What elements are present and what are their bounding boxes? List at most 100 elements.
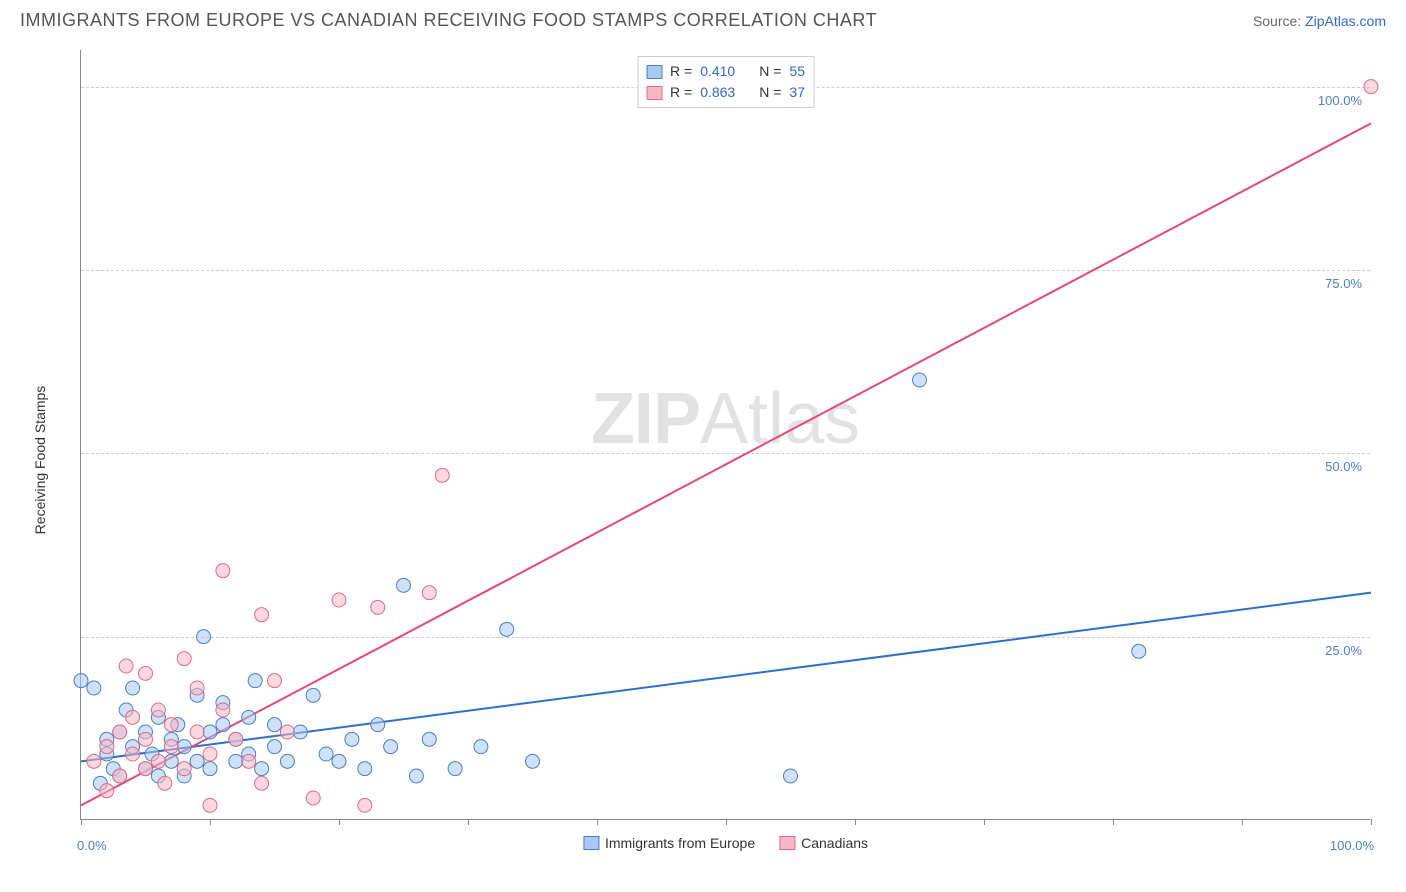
point-canada bbox=[100, 740, 114, 754]
legend-label: Immigrants from Europe bbox=[605, 835, 755, 851]
chart-title: IMMIGRANTS FROM EUROPE VS CANADIAN RECEI… bbox=[20, 10, 877, 31]
x-tick bbox=[1242, 819, 1243, 825]
point-canada bbox=[100, 784, 114, 798]
swatch-icon bbox=[646, 86, 662, 100]
point-canada bbox=[435, 468, 449, 482]
point-europe bbox=[177, 740, 191, 754]
point-europe bbox=[293, 725, 307, 739]
source-attribution: Source: ZipAtlas.com bbox=[1253, 13, 1386, 29]
source-prefix: Source: bbox=[1253, 13, 1305, 29]
x-tick bbox=[210, 819, 211, 825]
point-europe bbox=[474, 740, 488, 754]
point-canada bbox=[216, 703, 230, 717]
point-canada bbox=[139, 762, 153, 776]
point-canada bbox=[371, 600, 385, 614]
point-europe bbox=[358, 762, 372, 776]
point-canada bbox=[151, 754, 165, 768]
swatch-icon bbox=[779, 836, 795, 850]
source-link[interactable]: ZipAtlas.com bbox=[1305, 13, 1386, 29]
point-europe bbox=[203, 725, 217, 739]
point-europe bbox=[526, 754, 540, 768]
stat-row-canada: R = 0.863 N = 37 bbox=[646, 82, 805, 103]
x-tick bbox=[1371, 819, 1372, 825]
y-axis-title: Receiving Food Stamps bbox=[32, 386, 48, 535]
point-canada bbox=[255, 608, 269, 622]
stat-r-label: R = bbox=[670, 82, 692, 103]
bottom-legend: Immigrants from Europe Canadians bbox=[583, 835, 868, 851]
point-canada bbox=[203, 798, 217, 812]
stat-row-europe: R =0.410N =55 bbox=[646, 61, 805, 82]
point-canada bbox=[177, 652, 191, 666]
x-tick bbox=[726, 819, 727, 825]
point-canada bbox=[422, 586, 436, 600]
scatter-points bbox=[74, 80, 1378, 813]
x-label-100: 100.0% bbox=[1330, 838, 1374, 853]
x-label-0: 0.0% bbox=[77, 838, 107, 853]
point-europe bbox=[319, 747, 333, 761]
stat-r-value: 0.863 bbox=[700, 82, 735, 103]
stat-r-label: R = bbox=[670, 61, 692, 82]
point-canada bbox=[113, 725, 127, 739]
x-tick bbox=[984, 819, 985, 825]
point-canada bbox=[113, 769, 127, 783]
chart-header: IMMIGRANTS FROM EUROPE VS CANADIAN RECEI… bbox=[0, 0, 1406, 36]
point-canada bbox=[242, 754, 256, 768]
legend-item-canada: Canadians bbox=[779, 835, 868, 851]
point-europe bbox=[784, 769, 798, 783]
stat-n-label: N = bbox=[759, 82, 781, 103]
point-europe bbox=[268, 740, 282, 754]
point-canada bbox=[203, 747, 217, 761]
point-europe bbox=[500, 622, 514, 636]
point-europe bbox=[913, 373, 927, 387]
swatch-icon bbox=[646, 65, 662, 79]
point-europe bbox=[1132, 644, 1146, 658]
x-tick bbox=[1113, 819, 1114, 825]
plot-svg bbox=[81, 50, 1370, 819]
x-tick bbox=[468, 819, 469, 825]
point-europe bbox=[448, 762, 462, 776]
point-europe bbox=[345, 732, 359, 746]
point-europe bbox=[197, 630, 211, 644]
point-canada bbox=[126, 747, 140, 761]
trend-lines bbox=[81, 123, 1371, 805]
swatch-icon bbox=[583, 836, 599, 850]
point-europe bbox=[255, 762, 269, 776]
point-canada bbox=[190, 681, 204, 695]
point-canada bbox=[126, 710, 140, 724]
point-europe bbox=[126, 681, 140, 695]
point-europe bbox=[409, 769, 423, 783]
stat-n-value: 55 bbox=[789, 61, 805, 82]
point-canada bbox=[280, 725, 294, 739]
point-canada bbox=[268, 674, 282, 688]
stat-n-label: N = bbox=[759, 61, 781, 82]
point-canada bbox=[190, 725, 204, 739]
point-europe bbox=[397, 578, 411, 592]
trend-line-canada bbox=[81, 123, 1371, 805]
stat-legend: R =0.410N =55R =0.863N =37 bbox=[637, 56, 814, 108]
x-tick bbox=[855, 819, 856, 825]
point-europe bbox=[87, 681, 101, 695]
point-europe bbox=[164, 754, 178, 768]
point-canada bbox=[151, 703, 165, 717]
point-europe bbox=[242, 710, 256, 724]
point-canada bbox=[255, 776, 269, 790]
stat-n-value: 37 bbox=[789, 82, 805, 103]
x-tick bbox=[339, 819, 340, 825]
point-canada bbox=[177, 762, 191, 776]
point-europe bbox=[203, 762, 217, 776]
point-canada bbox=[139, 666, 153, 680]
point-canada bbox=[1364, 80, 1378, 94]
legend-label: Canadians bbox=[801, 835, 868, 851]
point-canada bbox=[229, 732, 243, 746]
point-canada bbox=[164, 718, 178, 732]
point-europe bbox=[268, 718, 282, 732]
x-tick bbox=[597, 819, 598, 825]
point-europe bbox=[216, 718, 230, 732]
point-canada bbox=[158, 776, 172, 790]
point-canada bbox=[216, 564, 230, 578]
point-europe bbox=[190, 754, 204, 768]
point-europe bbox=[229, 754, 243, 768]
chart-container: Receiving Food Stamps ZIPAtlas 25.0%50.0… bbox=[50, 50, 1390, 870]
point-canada bbox=[87, 754, 101, 768]
point-europe bbox=[371, 718, 385, 732]
